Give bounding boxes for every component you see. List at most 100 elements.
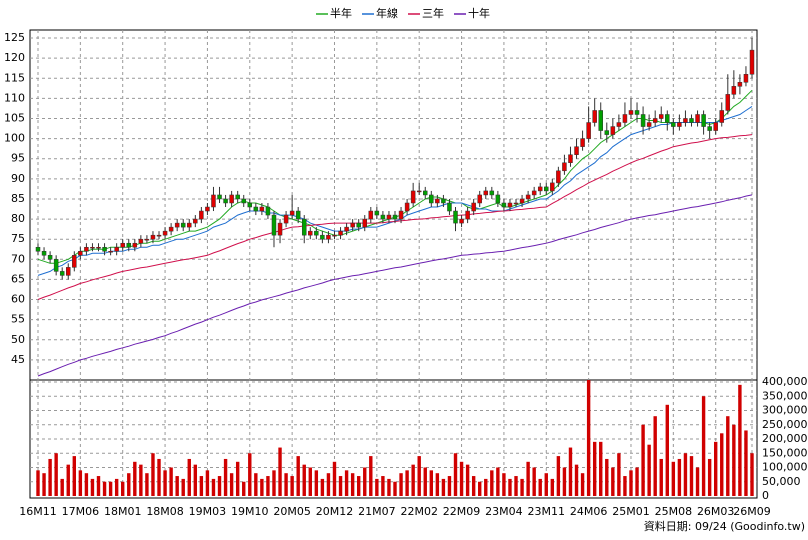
- volume-bar: [532, 467, 536, 496]
- y-tick-label: 105: [4, 112, 25, 125]
- volume-bar: [405, 470, 409, 496]
- x-tick-label: 19M10: [231, 505, 269, 518]
- volume-bar: [284, 473, 288, 496]
- volume-bar: [326, 473, 331, 496]
- y-tick-label: 80: [11, 212, 25, 225]
- volume-bar: [199, 476, 204, 496]
- volume-bar: [254, 473, 258, 496]
- candle-body: [525, 194, 531, 200]
- x-tick-label: 25M01: [612, 505, 650, 518]
- x-tick-label: 18M08: [146, 505, 184, 518]
- candle-body: [150, 234, 156, 240]
- volume-bar: [423, 467, 427, 496]
- volume-bar: [580, 473, 585, 496]
- candle-body: [519, 198, 525, 204]
- volume-bar: [544, 473, 548, 496]
- y-tick-label: 45: [11, 353, 25, 366]
- ma-line: [37, 194, 753, 377]
- candle-body: [247, 202, 253, 208]
- volume-bar: [127, 473, 131, 496]
- volume-bar: [744, 430, 748, 496]
- candle-body: [562, 162, 567, 172]
- volume-bar: [665, 404, 669, 496]
- y-tick-label: 90: [11, 172, 25, 185]
- candle-body: [314, 230, 319, 236]
- candle-body: [665, 114, 670, 123]
- candle-body: [392, 214, 398, 220]
- candle-body: [350, 222, 355, 228]
- candle-body: [683, 118, 688, 123]
- candle-body: [217, 194, 222, 200]
- x-tick-label: 20M05: [273, 505, 311, 518]
- x-tick-label: 16M11: [19, 505, 57, 518]
- candle-body: [180, 222, 186, 228]
- volume-bar: [550, 478, 555, 496]
- volume-bar: [701, 396, 706, 496]
- volume-bar: [314, 470, 319, 496]
- volume-bar: [169, 467, 173, 496]
- volume-bar: [217, 476, 222, 496]
- footer: 資料日期: 09/24 (Goodinfo.tw): [644, 519, 805, 533]
- volume-bar: [296, 456, 300, 496]
- y2-tick-label: 350,000: [762, 389, 808, 402]
- volume-bar: [375, 478, 379, 496]
- candle-body: [144, 238, 150, 241]
- volume-bar: [320, 478, 325, 496]
- volume-bar: [72, 456, 77, 496]
- volume-bar: [683, 453, 688, 496]
- y2-tick-label: 0: [762, 489, 769, 502]
- candle-body: [90, 246, 95, 249]
- volume-bar: [387, 478, 391, 496]
- volume-bar: [441, 478, 446, 496]
- volume-bar: [175, 476, 179, 496]
- volume-bar: [562, 467, 567, 496]
- volume-bar: [720, 433, 724, 496]
- volume-bar: [496, 467, 500, 496]
- y2-tick-label: 200,000: [762, 432, 808, 445]
- volume-bar: [42, 473, 46, 496]
- y-tick-label: 60: [11, 293, 25, 306]
- volume-bar: [738, 384, 742, 496]
- candle-body: [66, 267, 71, 276]
- y-tick-label: 95: [11, 152, 25, 165]
- y-tick-label: 120: [4, 51, 25, 64]
- candle-body: [592, 110, 597, 123]
- legend-label: 年線: [376, 6, 398, 20]
- volume-bar: [96, 476, 101, 496]
- candle-body: [616, 122, 622, 127]
- candle-body: [72, 255, 77, 268]
- candle-body: [138, 238, 144, 244]
- volume-bar: [133, 461, 137, 496]
- volume-bar: [465, 464, 470, 496]
- volume-bar: [242, 481, 246, 496]
- volume-bar: [211, 478, 216, 496]
- x-tick-label: 18M01: [104, 505, 142, 518]
- candle-body: [259, 206, 265, 212]
- plot-frame: [29, 29, 758, 499]
- candle-body: [713, 122, 718, 131]
- volume-bar: [308, 467, 312, 496]
- candle-body: [404, 202, 410, 212]
- volume-bar: [290, 476, 294, 496]
- candle-body: [174, 222, 180, 228]
- volume-bar: [411, 464, 415, 496]
- candle-body: [193, 218, 198, 224]
- candle-body: [658, 114, 664, 119]
- y-tick-label: 100: [4, 132, 25, 145]
- volume-bar: [266, 476, 270, 496]
- candle-body: [495, 194, 501, 204]
- y2-tick-label: 250,000: [762, 418, 808, 431]
- candle-body: [689, 118, 694, 123]
- candle-body: [126, 242, 132, 248]
- x-tick-label: 17M06: [62, 505, 100, 518]
- candle-body: [235, 194, 240, 200]
- candle-body: [725, 94, 731, 111]
- candle-body: [277, 222, 283, 236]
- volume-bar: [435, 473, 440, 496]
- candle-body: [731, 86, 737, 95]
- candle-body: [640, 114, 646, 127]
- volume-bar: [278, 447, 282, 496]
- candle-body: [108, 251, 113, 253]
- candle-body: [556, 170, 561, 184]
- candle-body: [53, 259, 59, 272]
